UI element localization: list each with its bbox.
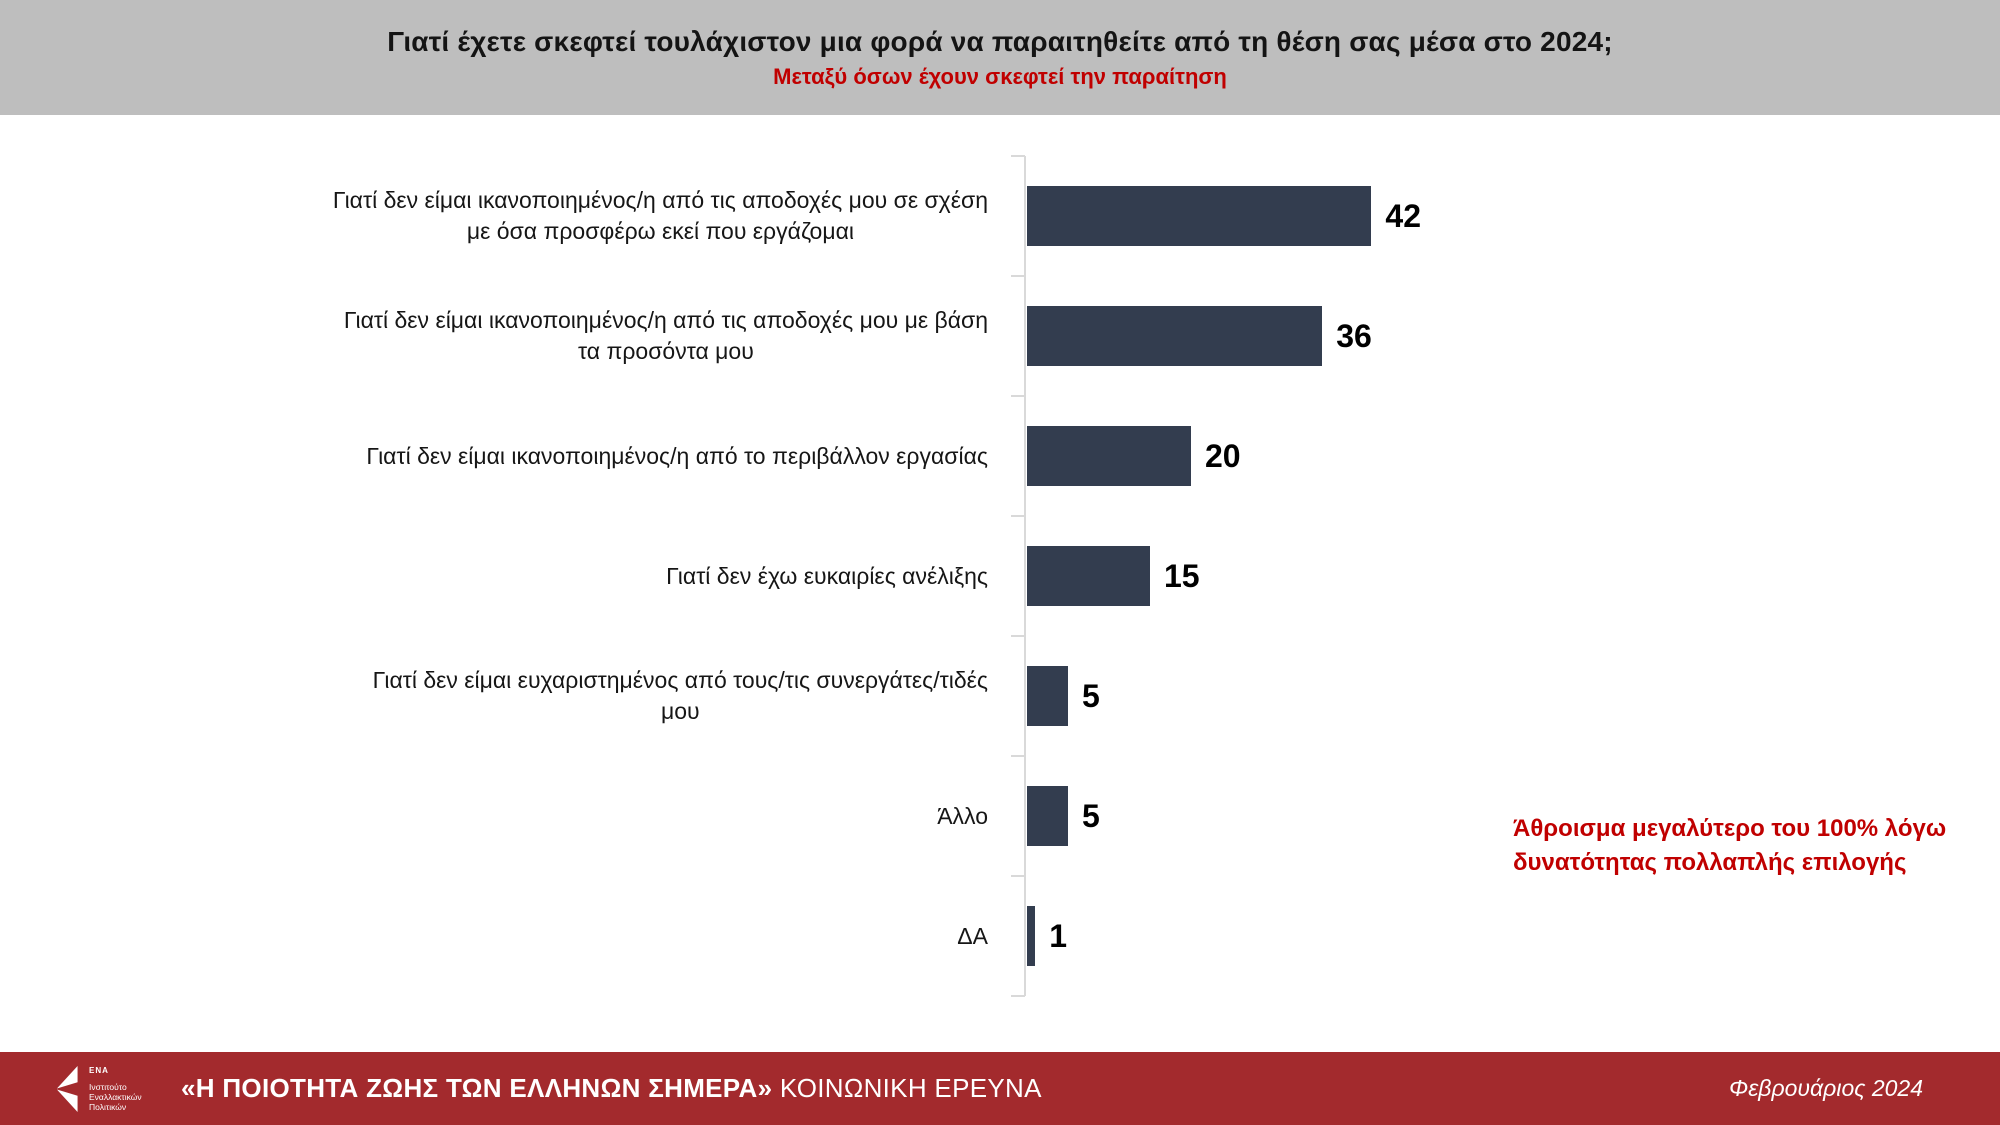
category-label: ΔΑ: [957, 922, 988, 949]
ena-logo-icon: [56, 1065, 78, 1112]
bar-cell: 1: [1006, 876, 2000, 996]
category-label-cell: ΔΑ: [0, 876, 1006, 996]
bar-value-label: 20: [1205, 437, 1241, 474]
bar: [1027, 906, 1036, 966]
axis-tick: [1011, 275, 1025, 277]
axis-tick: [1011, 395, 1025, 397]
category-label: Γιατί δεν είμαι ικανοποιημένος/η από τις…: [332, 187, 988, 244]
chart-row: Άλλο 5: [0, 756, 2000, 876]
category-label-cell: Γιατί δεν είμαι ευχαριστημένος από τους/…: [0, 636, 1006, 756]
category-label-cell: Γιατί δεν είμαι ικανοποιημένος/η από τις…: [0, 156, 1006, 276]
bar: [1027, 426, 1191, 486]
bar-value-label: 5: [1082, 797, 1100, 834]
chart-row: Γιατί δεν είμαι ικανοποιημένος/η από τις…: [0, 156, 2000, 276]
axis-tick: [1011, 995, 1025, 997]
category-label: Άλλο: [937, 802, 988, 829]
survey-name: «Η ΠΟΙΟΤΗΤΑ ΖΩΗΣ ΤΩΝ ΕΛΛΗΝΩΝ ΣΗΜΕΡΑ» ΚΟΙ…: [181, 1073, 1042, 1104]
bar-value-label: 1: [1049, 917, 1067, 954]
bar-value-label: 42: [1385, 197, 1421, 234]
axis-tick: [1011, 635, 1025, 637]
category-label: Γιατί δεν είμαι ικανοποιημένος/η από τις…: [343, 307, 988, 364]
bar-cell: 36: [1006, 276, 2000, 396]
bar: [1027, 186, 1372, 246]
category-label-cell: Γιατί δεν είμαι ικανοποιημένος/η από τις…: [0, 276, 1006, 396]
chart-row: ΔΑ 1: [0, 876, 2000, 996]
bar-value-label: 36: [1336, 317, 1372, 354]
chart-row: Γιατί δεν είμαι ευχαριστημένος από τους/…: [0, 636, 2000, 756]
slide-footer: ΕΝΑ Ινστιτούτο Εναλλακτικών Πολιτικών «Η…: [0, 1052, 2000, 1125]
category-label-cell: Γιατί δεν έχω ευκαιρίες ανέλιξης: [0, 516, 1006, 636]
axis-tick: [1011, 155, 1025, 157]
axis-tick: [1011, 755, 1025, 757]
bar: [1027, 786, 1068, 846]
category-axis-line: [1024, 156, 1026, 996]
chart-row: Γιατί δεν έχω ευκαιρίες ανέλιξης 15: [0, 516, 2000, 636]
slide-header: Γιατί έχετε σκεφτεί τουλάχιστον μια φορά…: [0, 0, 2000, 115]
bar-cell: 15: [1006, 516, 2000, 636]
chart-title: Γιατί έχετε σκεφτεί τουλάχιστον μια φορά…: [387, 26, 1613, 57]
multi-select-note: Άθροισμα μεγαλύτερο του 100% λόγω δυνατό…: [1513, 815, 1947, 876]
category-label-cell: Γιατί δεν είμαι ικανοποιημένος/η από το …: [0, 396, 1006, 516]
bar: [1027, 306, 1323, 366]
category-label: Γιατί δεν είμαι ευχαριστημένος από τους/…: [372, 667, 988, 724]
survey-subtitle: ΚΟΙΝΩΝΙΚΗ ΕΡΕΥΝΑ: [772, 1073, 1042, 1103]
chart-row: Γιατί δεν είμαι ικανοποιημένος/η από τις…: [0, 276, 2000, 396]
category-label: Γιατί δεν είμαι ικανοποιημένος/η από το …: [366, 442, 988, 469]
ena-logo-text: ΕΝΑ Ινστιτούτο Εναλλακτικών Πολιτικών: [89, 1066, 169, 1112]
bar: [1027, 546, 1150, 606]
category-label-cell: Άλλο: [0, 756, 1006, 876]
chart-subtitle: Μεταξύ όσων έχουν σκεφτεί την παραίτηση: [773, 64, 1227, 89]
bar-cell: 5: [1006, 756, 2000, 876]
survey-date: Φεβρουάριος 2024: [1728, 1075, 1923, 1101]
chart-row: Γιατί δεν είμαι ικανοποιημένος/η από το …: [0, 396, 2000, 516]
logo-acronym: ΕΝΑ: [89, 1065, 109, 1075]
bar-chart: Γιατί δεν είμαι ικανοποιημένος/η από τις…: [0, 155, 2000, 997]
axis-tick: [1011, 515, 1025, 517]
category-label: Γιατί δεν έχω ευκαιρίες ανέλιξης: [666, 562, 988, 589]
bar-cell: 5: [1006, 636, 2000, 756]
bar-value-label: 15: [1164, 557, 1200, 594]
bar: [1027, 666, 1068, 726]
bar-cell: 42: [1006, 156, 2000, 276]
logo-institute-name: Ινστιτούτο Εναλλακτικών Πολιτικών: [89, 1081, 142, 1112]
axis-tick: [1011, 875, 1025, 877]
bar-cell: 20: [1006, 396, 2000, 516]
survey-title: «Η ΠΟΙΟΤΗΤΑ ΖΩΗΣ ΤΩΝ ΕΛΛΗΝΩΝ ΣΗΜΕΡΑ»: [181, 1073, 773, 1103]
bar-value-label: 5: [1082, 677, 1100, 714]
